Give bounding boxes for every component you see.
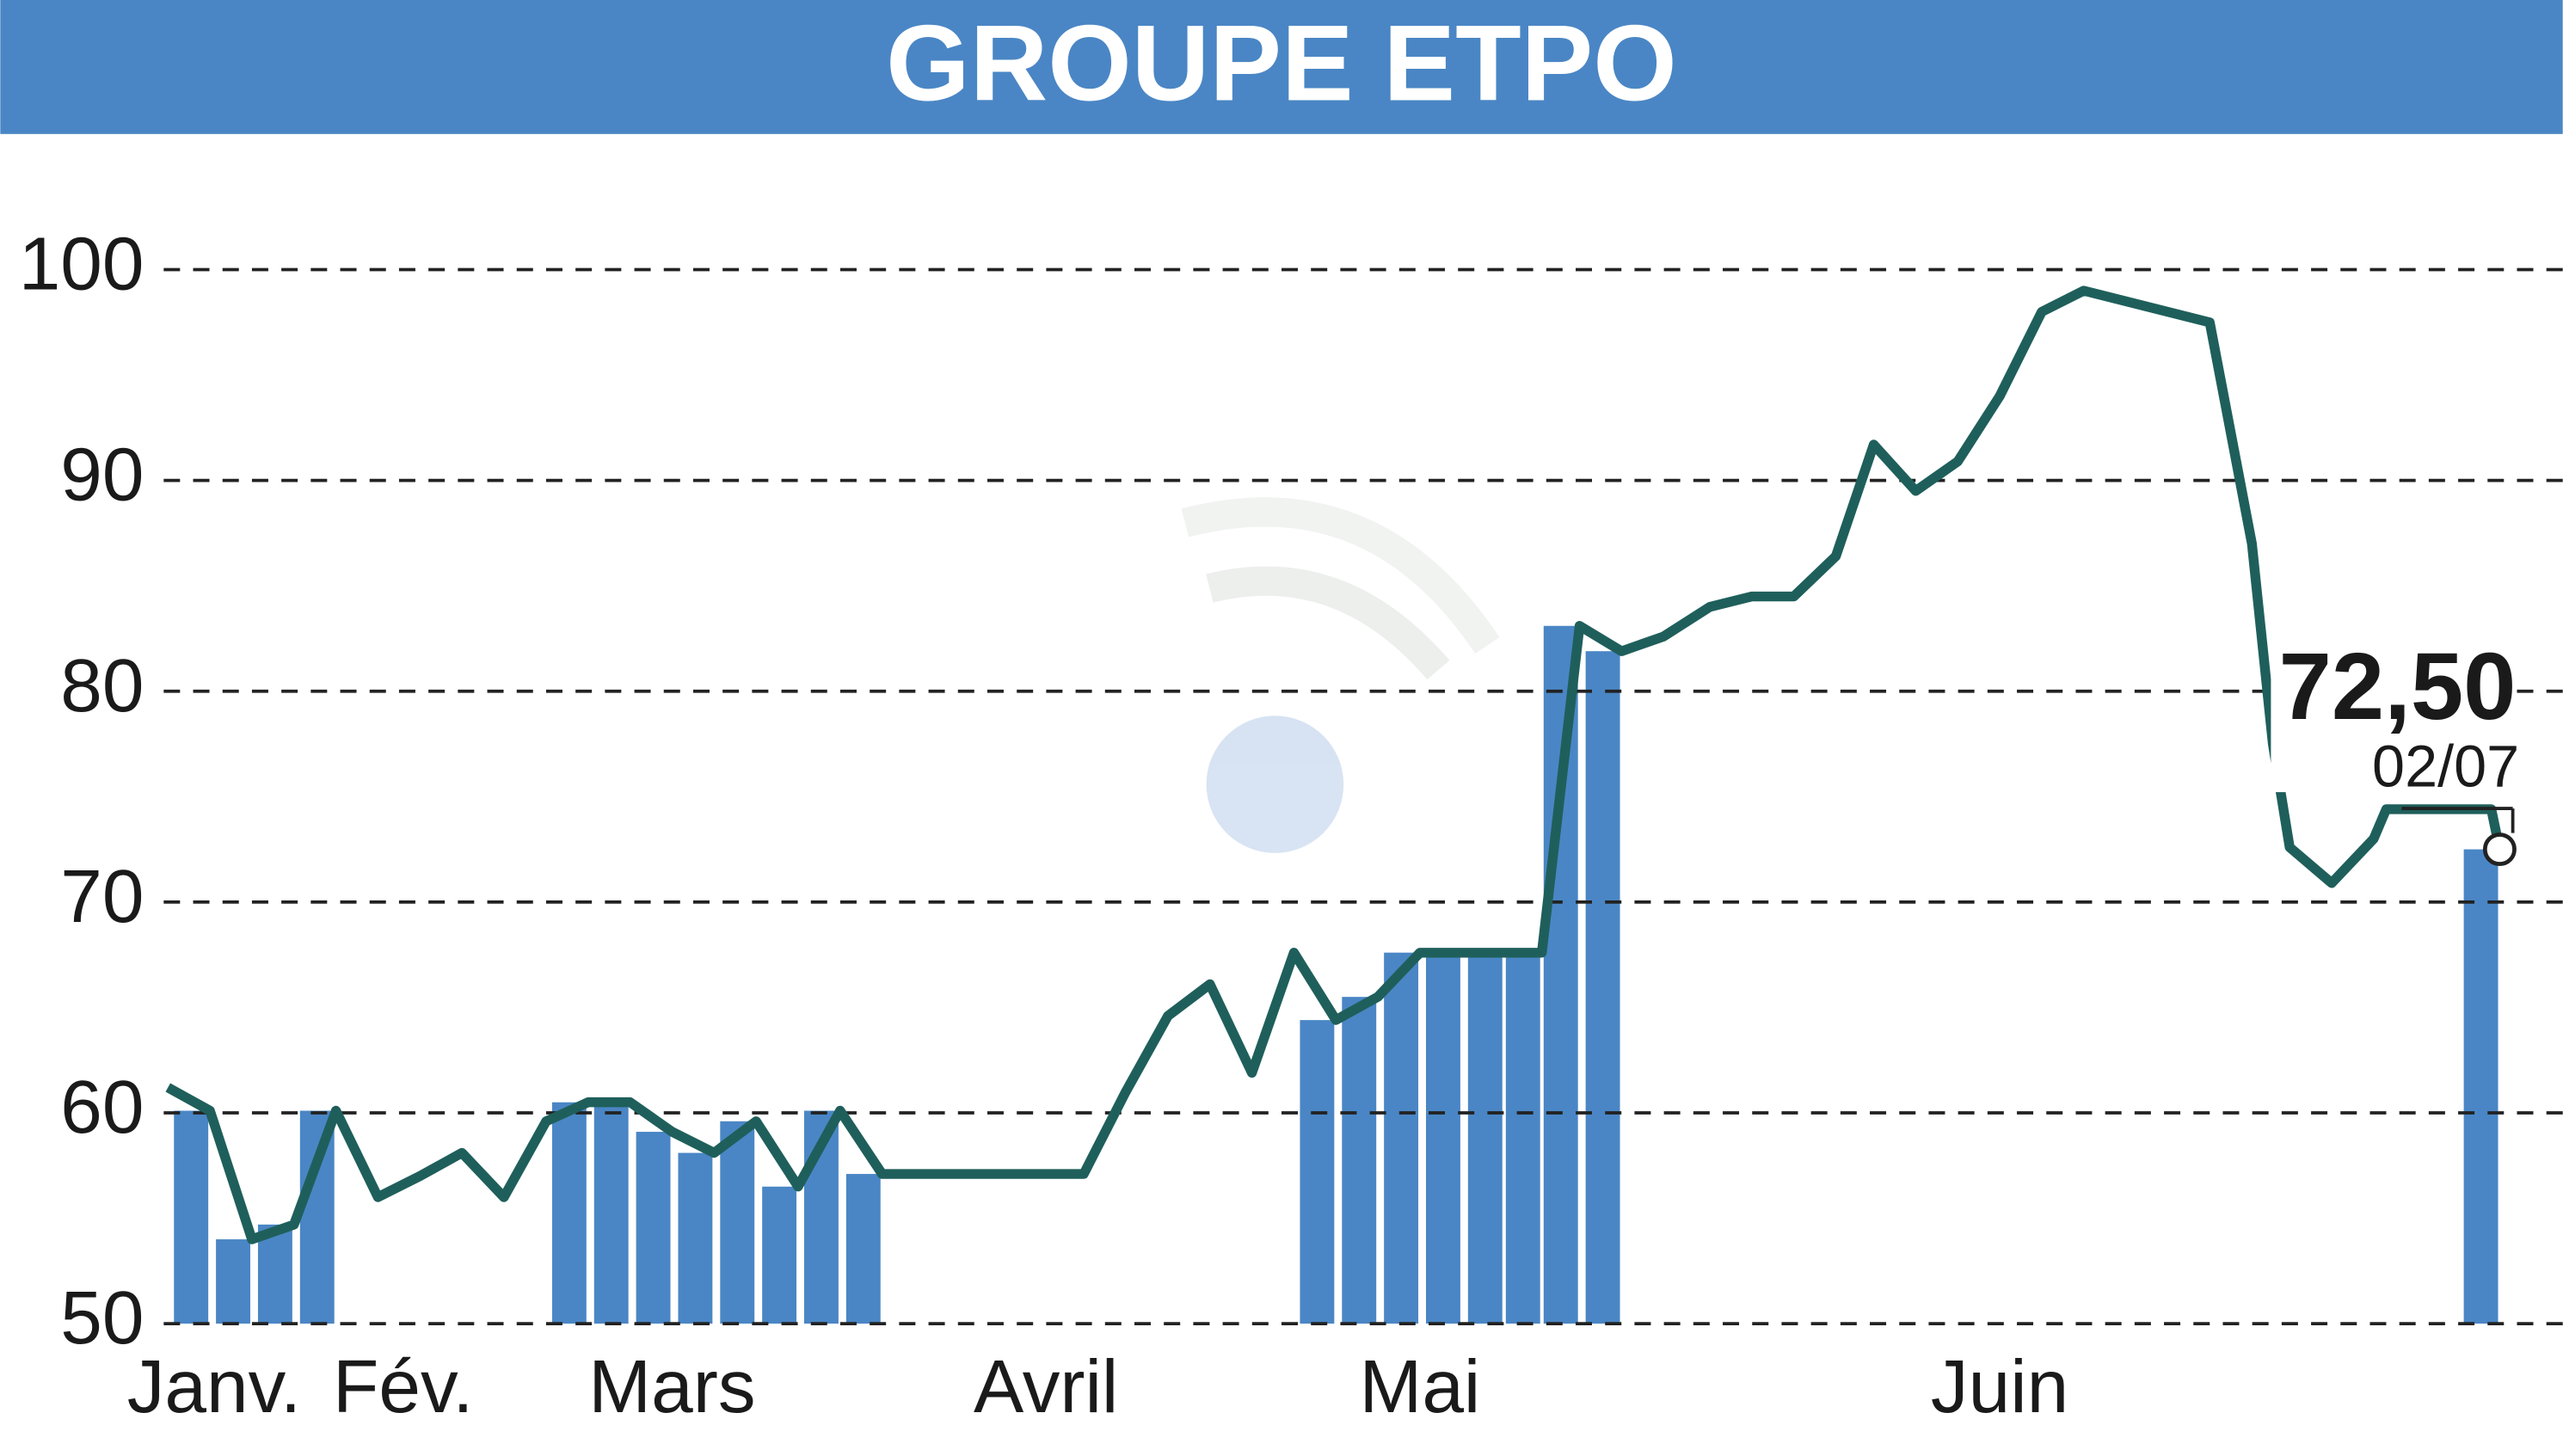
bar [1384,952,1419,1324]
y-tick-label: 70 [60,854,144,938]
bar [1426,952,1460,1324]
x-tick-label: Mars [588,1344,755,1428]
label-background [2271,636,2517,793]
last-value-label: 72,50 [2279,634,2517,740]
bar [299,1110,335,1324]
bar [551,1102,587,1324]
x-tick-label: Fév. [333,1344,473,1428]
title-bar [0,0,2563,134]
bar [1585,651,1620,1324]
y-tick-label: 60 [60,1065,144,1149]
last-date-label: 02/07 [2372,734,2519,799]
bar [593,1102,629,1324]
bar [636,1132,671,1324]
watermark [1181,497,1500,853]
bar [2463,849,2498,1324]
bar [257,1224,292,1324]
bar [762,1186,797,1324]
x-tick-label: Avril [974,1344,1118,1428]
bar [845,1174,881,1324]
bar [1342,997,1377,1324]
bar [174,1110,209,1324]
y-tick-label: 100 [19,222,144,306]
x-tick-label: Janv. [127,1344,301,1428]
y-tick-label: 90 [60,433,144,517]
bar [720,1121,755,1324]
chart-title: GROUPE ETPO [886,3,1677,124]
y-tick-label: 50 [60,1275,144,1360]
price-line [165,286,2505,1244]
bar [678,1152,713,1324]
bar [216,1239,251,1324]
last-point [2482,832,2517,867]
bar [1300,1020,1335,1324]
bar [1505,952,1540,1324]
x-tick-label: Mai [1360,1344,1481,1428]
bar [1543,625,1578,1324]
y-tick-label: 80 [60,643,144,728]
x-tick-label: Juin [1931,1344,2068,1428]
bar [1467,952,1503,1324]
